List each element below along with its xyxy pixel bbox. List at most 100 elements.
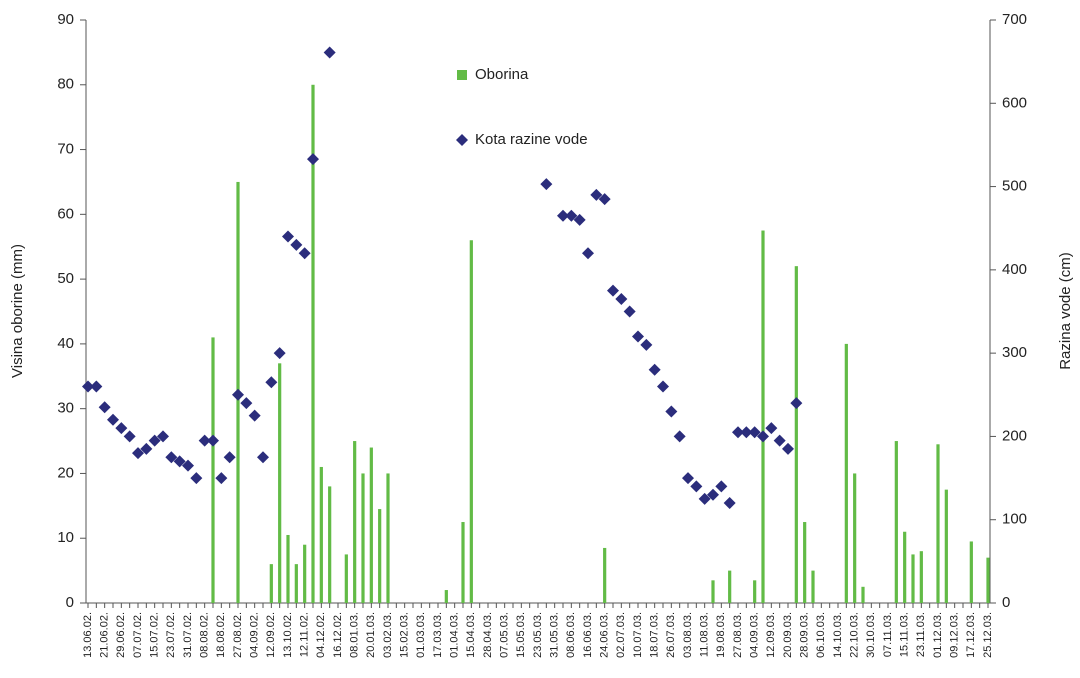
bar (344, 554, 348, 603)
point (732, 426, 744, 439)
bar (919, 551, 923, 603)
bar (903, 531, 907, 603)
x-tick-label: 04.12.02. (315, 612, 327, 658)
x-tick-label: 23.07.02. (165, 612, 177, 658)
bar (278, 363, 282, 603)
bar (211, 337, 215, 603)
bar (294, 564, 298, 603)
point (782, 442, 794, 455)
bar (803, 522, 807, 603)
legend-label: Oborina (475, 66, 529, 83)
point (607, 284, 619, 297)
x-tick-label: 16.12.02. (332, 612, 344, 658)
bar (303, 544, 307, 603)
x-tick-label: 09.12.03. (949, 612, 961, 658)
point (698, 492, 711, 505)
bar (811, 570, 815, 603)
x-tick-label: 07.05.03. (499, 612, 511, 658)
x-tick-label: 01.12.03. (932, 612, 944, 658)
x-tick-label: 13.10.02. (282, 612, 294, 658)
bar (461, 522, 465, 603)
point (682, 472, 694, 485)
point (307, 153, 319, 166)
x-tick-label: 07.07.02. (132, 612, 144, 658)
y2-tick-label: 400 (1002, 261, 1027, 278)
x-tick-label: 27.08.02. (232, 612, 244, 658)
point (715, 480, 728, 493)
x-tick-label: 12.11.02. (299, 612, 311, 657)
bar (761, 230, 765, 603)
y-tick-label: 0 (66, 594, 74, 611)
x-tick-label: 31.05.03. (549, 612, 561, 658)
y2-tick-label: 0 (1002, 594, 1010, 611)
point (657, 380, 669, 393)
x-tick-label: 21.06.02. (99, 612, 111, 658)
x-tick-label: 29.06.02. (115, 612, 127, 658)
y-tick-label: 60 (57, 205, 74, 222)
x-tick-label: 16.06.03. (582, 612, 594, 658)
x-tick-label: 20.09.03. (782, 612, 794, 658)
point (207, 434, 219, 447)
x-tick-label: 02.07.03. (615, 612, 627, 658)
point (165, 451, 178, 464)
point (690, 480, 703, 493)
point (290, 238, 303, 251)
y2-tick-label: 700 (1002, 11, 1027, 28)
point (632, 330, 644, 343)
point (265, 376, 278, 389)
bar (328, 486, 332, 603)
point (765, 422, 778, 435)
point (740, 426, 753, 439)
point (723, 497, 736, 510)
point (90, 380, 103, 393)
y-tick-label: 70 (57, 141, 74, 158)
point (665, 405, 678, 418)
point (557, 209, 569, 222)
bar (911, 554, 915, 603)
x-tick-label: 01.04.03. (449, 612, 461, 658)
point (115, 422, 128, 435)
bar (319, 466, 323, 603)
x-tick-label: 15.05.03. (515, 612, 527, 658)
point (223, 451, 236, 464)
x-tick-label: 22.10.03. (849, 612, 861, 658)
legend-swatch (457, 70, 467, 80)
bar (353, 441, 357, 603)
x-tick-label: 30.10.03. (865, 612, 877, 658)
x-tick-label: 28.09.03. (799, 612, 811, 658)
point (540, 178, 553, 191)
point (773, 434, 786, 447)
y2-tick-label: 500 (1002, 178, 1027, 195)
x-tick-label: 10.07.03. (632, 612, 644, 658)
y-tick-label: 20 (57, 464, 74, 481)
x-tick-label: 28.04.03. (482, 612, 494, 658)
x-tick-label: 19.08.03. (715, 612, 727, 658)
x-tick-label: 08.08.02. (199, 612, 211, 658)
y2-tick-label: 600 (1002, 94, 1027, 111)
point (148, 434, 161, 447)
x-tick-label: 04.09.03. (749, 612, 761, 658)
point (640, 338, 653, 351)
point (573, 213, 586, 226)
bar (728, 570, 732, 603)
point (298, 247, 311, 260)
x-tick-label: 08.06.03. (565, 612, 577, 658)
y-tick-label: 80 (57, 76, 74, 93)
x-tick-label: 12.09.02. (265, 612, 277, 658)
bar (603, 547, 607, 603)
x-tick-label: 17.12.03. (965, 612, 977, 658)
x-tick-label: 03.02.03. (382, 612, 394, 658)
x-tick-label: 17.03.03. (432, 612, 444, 658)
y2-tick-label: 300 (1002, 344, 1027, 361)
x-tick-label: 15.04.03. (465, 612, 477, 658)
x-tick-label: 14.10.03. (832, 612, 844, 658)
point (623, 305, 636, 318)
x-tick-label: 23.11.03. (915, 612, 927, 657)
point (257, 451, 269, 464)
bar (969, 541, 973, 603)
point (757, 430, 769, 443)
y-axis-title: Visina oborine (mm) (9, 244, 26, 378)
point (648, 363, 661, 376)
bar (311, 84, 315, 604)
x-tick-label: 20.01.03. (365, 612, 377, 658)
